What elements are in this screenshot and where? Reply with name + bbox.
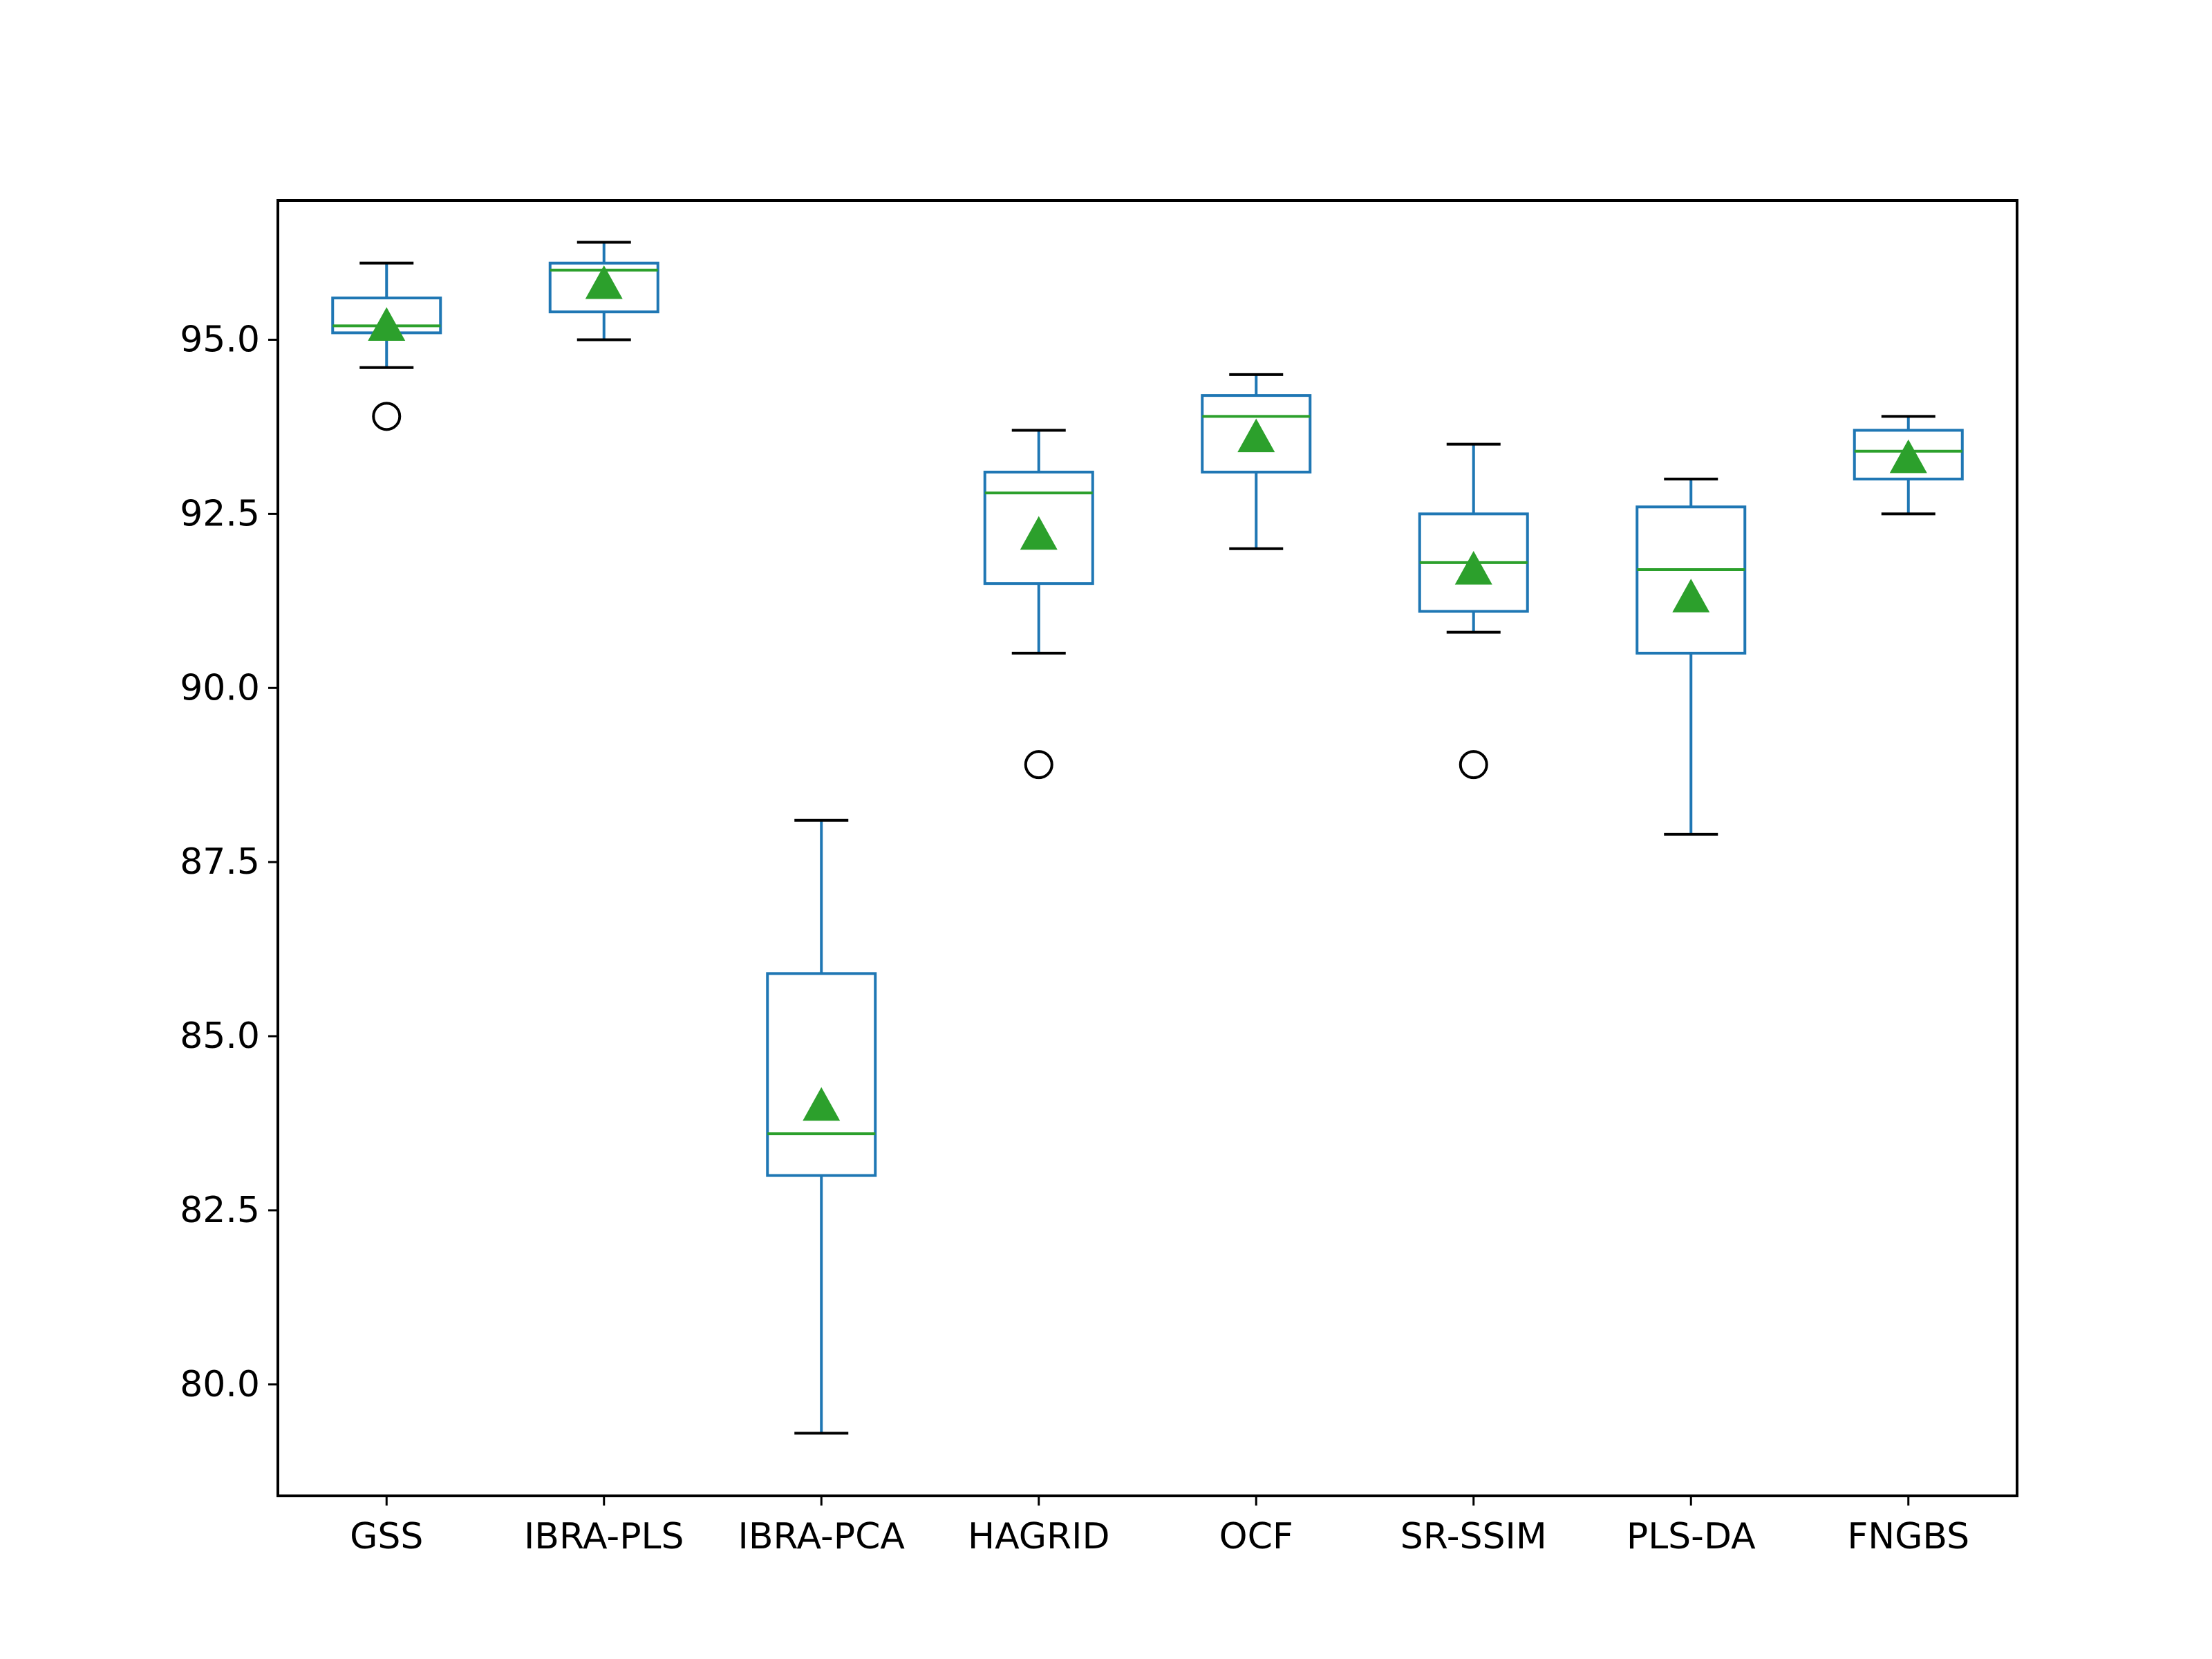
box-group-sr-ssim bbox=[1418, 442, 1529, 780]
y-tick-label: 85.0 bbox=[180, 1015, 260, 1057]
outlier-point bbox=[372, 402, 402, 431]
iqr-box bbox=[766, 972, 877, 1177]
box-group-gss bbox=[331, 261, 442, 431]
y-tick-label: 92.5 bbox=[180, 493, 260, 534]
y-tick-label: 95.0 bbox=[180, 319, 260, 361]
mean-marker bbox=[803, 1087, 841, 1121]
x-tick-label: SR-SSIM bbox=[1400, 1516, 1547, 1557]
mean-marker bbox=[1889, 439, 1927, 474]
y-tick-label: 90.0 bbox=[180, 667, 260, 709]
iqr-box bbox=[548, 261, 659, 314]
box-group-hagrid bbox=[983, 429, 1094, 780]
iqr-box bbox=[1635, 505, 1747, 655]
box-group-fngbs bbox=[1853, 415, 1964, 516]
outlier-point bbox=[1459, 750, 1488, 780]
box-group-ocf bbox=[1201, 373, 1312, 550]
mean-marker bbox=[1672, 579, 1710, 612]
x-tick-label: IBRA-PLS bbox=[524, 1516, 684, 1557]
iqr-box bbox=[1853, 429, 1964, 481]
x-tick-label: HAGRID bbox=[968, 1516, 1110, 1557]
plot-area bbox=[331, 241, 1964, 1435]
y-tick-label: 82.5 bbox=[180, 1190, 260, 1231]
x-tick-label: IBRA-PCA bbox=[738, 1516, 906, 1557]
box-group-pls-da bbox=[1635, 478, 1747, 836]
x-tick-label: GSS bbox=[350, 1516, 423, 1557]
iqr-box bbox=[983, 470, 1094, 585]
mean-marker bbox=[1237, 418, 1275, 453]
x-tick-label: PLS-DA bbox=[1627, 1516, 1756, 1557]
box-group-ibra-pca bbox=[766, 818, 877, 1435]
y-tick-label: 87.5 bbox=[180, 841, 260, 883]
mean-marker bbox=[368, 307, 406, 341]
x-tick-label: OCF bbox=[1219, 1516, 1293, 1557]
mean-marker bbox=[585, 265, 623, 299]
mean-marker bbox=[1454, 550, 1492, 585]
y-tick-label: 80.0 bbox=[180, 1364, 260, 1405]
box-group-ibra-pls bbox=[548, 241, 659, 341]
plot-frame bbox=[276, 199, 2018, 1497]
x-tick-label: FNGBS bbox=[1847, 1516, 1969, 1557]
iqr-box bbox=[1201, 394, 1312, 474]
mean-marker bbox=[1020, 516, 1058, 550]
axes: 80.0 82.5 85.0 87.5 90.0 92.5 95.0 GSS IBRA-PLS I… bbox=[180, 319, 1969, 1557]
outlier-point bbox=[1024, 750, 1053, 780]
